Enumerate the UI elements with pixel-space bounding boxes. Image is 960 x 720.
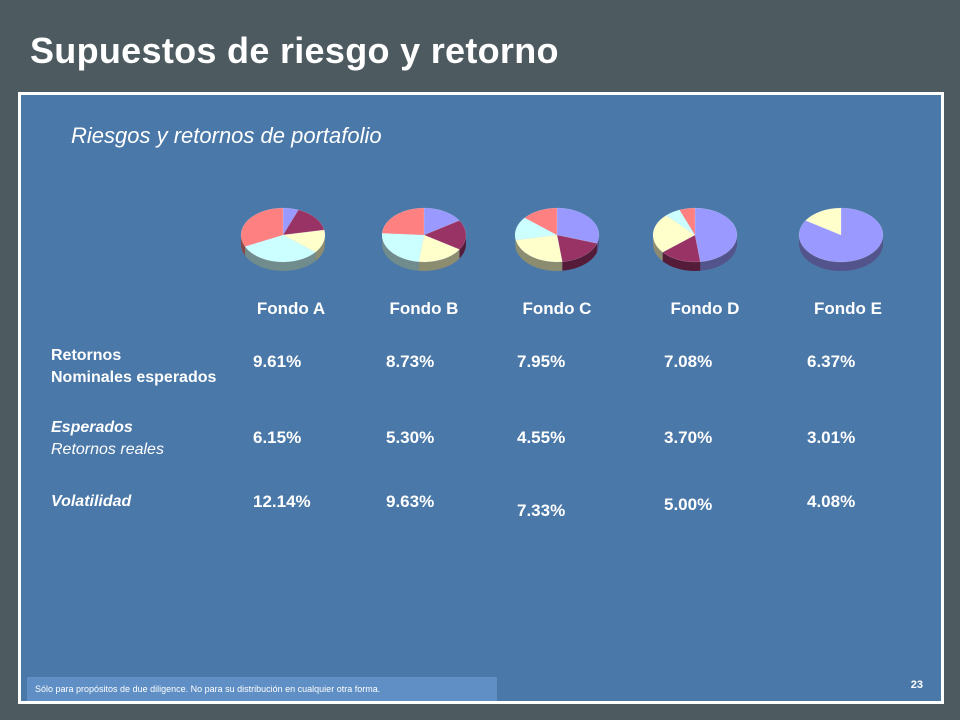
value-volatility-b: 9.63% — [386, 492, 435, 511]
pie-slice-3-1 — [662, 234, 701, 263]
fund-label-b: Fondo B — [389, 299, 459, 318]
pie-fondo-b — [381, 207, 467, 271]
pie-side-2-1 — [562, 243, 597, 271]
pie-slice-0-2 — [282, 229, 326, 253]
pie-slice-2-4 — [524, 207, 558, 236]
fund-label-a: Fondo A — [256, 299, 326, 318]
row-label-real: Esperados Retornos reales — [51, 417, 164, 461]
pie-slice-1-0 — [423, 207, 460, 236]
row-label-nominal-line1: Retornos — [51, 347, 122, 364]
pie-slice-2-0 — [556, 207, 600, 244]
value-real-a: 6.15% — [253, 428, 302, 447]
pie-fondo-a — [240, 207, 326, 271]
pie-slice-3-3 — [665, 209, 696, 236]
subtitle: Riesgos y retornos de portafolio — [71, 123, 382, 148]
pie-slice-0-4 — [240, 207, 284, 247]
pie-slice-2-1 — [556, 234, 598, 263]
pie-slice-1-2 — [418, 234, 460, 263]
pie-side-1-3 — [382, 235, 419, 271]
pie-slice-3-0 — [694, 207, 738, 263]
row-label-nominal: Retornos Nominales esperados — [51, 345, 216, 389]
value-nominal-c: 7.95% — [517, 352, 566, 371]
pie-slice-4-2 — [805, 207, 842, 236]
pie-fondo-e — [798, 207, 884, 271]
page-number: 23 — [910, 679, 923, 691]
row-label-volatility: Volatilidad — [51, 491, 131, 513]
value-volatility-e: 4.08% — [807, 492, 856, 511]
pie-side-1-1 — [459, 235, 466, 259]
pie-slice-0-3 — [244, 234, 316, 263]
pie-slice-0-1 — [282, 209, 325, 236]
pie-slice-1-4 — [381, 207, 425, 236]
value-volatility-a: 12.14% — [253, 492, 311, 511]
fund-label-e: Fondo E — [814, 299, 882, 318]
pie-slice-0-0 — [282, 207, 299, 236]
pie-side-2-0 — [596, 235, 599, 253]
pie-slice-1-3 — [381, 233, 425, 263]
row-label-real-line2: Retornos reales — [51, 441, 164, 458]
value-real-c: 4.55% — [517, 428, 566, 447]
fund-label-d: Fondo D — [670, 299, 740, 318]
pie-side-0-4 — [241, 235, 245, 256]
pie-fondo-c — [514, 207, 600, 271]
value-nominal-b: 8.73% — [386, 352, 435, 371]
pie-side-1-2 — [418, 249, 460, 271]
pie-side-0-3 — [244, 246, 316, 271]
pie-side-3-0 — [700, 235, 737, 271]
pie-side-2-3 — [515, 235, 516, 250]
value-nominal-e: 6.37% — [807, 352, 856, 371]
pie-slice-4-0 — [798, 207, 884, 263]
pie-side-3-2 — [653, 235, 663, 262]
row-label-volatility-line1: Volatilidad — [51, 493, 132, 510]
pie-fondo-d — [652, 207, 738, 271]
pie-slice-1-1 — [423, 220, 467, 250]
content-panel: Riesgos y retornos de portafolio Fondo A… — [18, 92, 944, 704]
value-real-b: 5.30% — [386, 428, 435, 447]
pie-slice-2-2 — [515, 234, 563, 263]
value-volatility-c: 7.33% — [517, 501, 566, 520]
value-nominal-a: 9.61% — [253, 352, 302, 371]
row-label-real-line1: Esperados — [51, 419, 133, 436]
fund-label-c: Fondo C — [522, 299, 592, 318]
pie-slice-2-3 — [514, 217, 558, 241]
value-nominal-d: 7.08% — [664, 352, 713, 371]
value-volatility-d: 5.00% — [664, 495, 713, 514]
pie-side-2-2 — [515, 240, 563, 271]
pie-side-0-2 — [315, 235, 325, 262]
value-real-e: 3.01% — [807, 428, 856, 447]
pie-charts — [240, 207, 884, 271]
pie-slice-3-4 — [679, 207, 696, 236]
pie-side-4-0 — [799, 235, 883, 271]
disclaimer-note: Sólo para propósitos de due diligence. N… — [27, 677, 497, 701]
row-label-nominal-line2: Nominales esperados — [51, 369, 217, 386]
value-real-d: 3.70% — [664, 428, 713, 447]
slide-title: Supuestos de riesgo y retorno — [30, 30, 559, 71]
pie-side-3-1 — [662, 252, 701, 271]
pie-slice-3-2 — [652, 215, 696, 253]
